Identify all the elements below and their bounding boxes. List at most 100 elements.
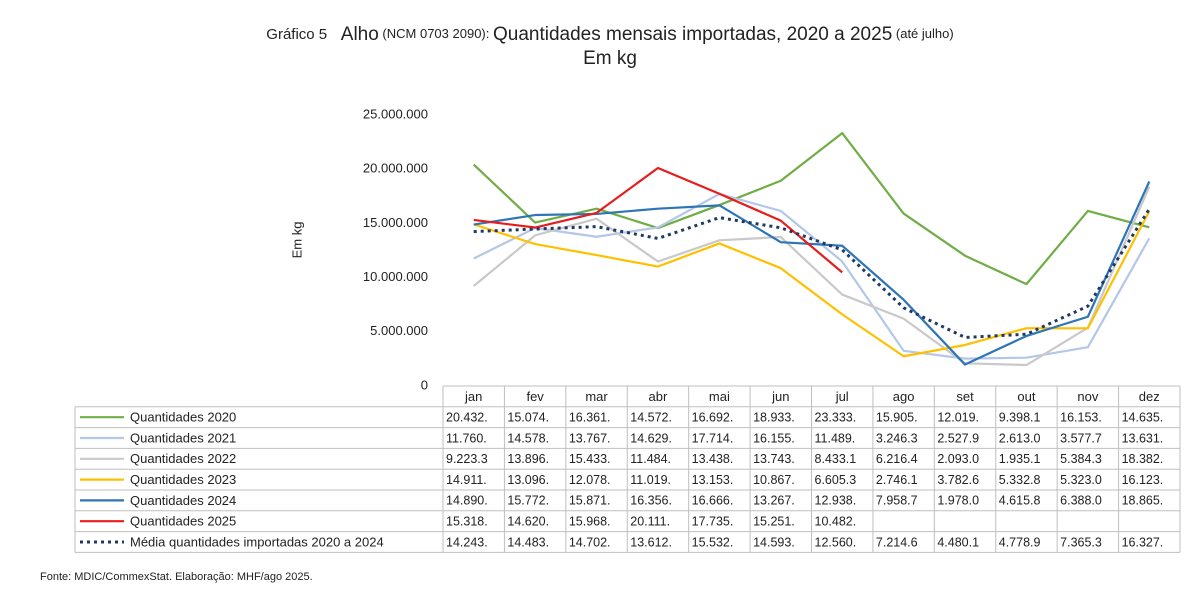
table-cell: 11.760.: [446, 431, 487, 445]
table-cell: 15.871.: [569, 494, 611, 508]
table-cell: 2.527.9: [937, 431, 979, 445]
table-cell: 10.482.: [815, 514, 857, 528]
table-cell: 3.246.3: [876, 431, 918, 445]
title-prefix: Gráfico 5: [266, 26, 327, 43]
series-line: [473, 166, 843, 274]
legend-label: Quantidades 2023: [130, 472, 236, 487]
table-cell: 7.958.7: [876, 494, 918, 508]
table-cell: 5.384.3: [1060, 452, 1102, 466]
table-cell: 20.111.: [630, 514, 670, 528]
series-line: [473, 208, 1151, 339]
legend-label: Quantidades 2022: [130, 451, 236, 466]
y-tick-label: 15.000.000: [363, 215, 428, 230]
table-cell: 13.096.: [507, 473, 549, 487]
table-cell: 14.572.: [630, 410, 672, 424]
y-axis-label: Em kg: [289, 222, 304, 259]
table-cell: 8.433.1: [815, 452, 857, 466]
table-cell: 3.577.7: [1060, 431, 1102, 445]
table-cell: 5.332.8: [999, 473, 1041, 487]
table-cell: 16.356.: [630, 494, 672, 508]
table-cell: 1.978.0: [937, 494, 979, 508]
table-cell: 16.692.: [692, 410, 734, 424]
table-cell: 13.267.: [753, 494, 795, 508]
table-cell: 1.935.1: [999, 452, 1041, 466]
table-cell: 13.612.: [630, 535, 672, 549]
table-cell: 18.865.: [1122, 494, 1164, 508]
chart-title: Gráfico 5 Alho (NCM 0703 2090): Quantida…: [266, 24, 953, 45]
table-cell: 12.078.: [569, 473, 611, 487]
legend-label: Quantidades 2024: [130, 493, 236, 508]
table-cell: 4.615.8: [999, 494, 1041, 508]
table-cell: 7.214.6: [876, 535, 918, 549]
table-cell: 12.019.: [937, 410, 979, 424]
table-cell: 13.438.: [692, 452, 734, 466]
table-cell: 14.593.: [753, 535, 795, 549]
table-cell: 15.772.: [507, 494, 549, 508]
table-cell: 6.216.4: [876, 452, 918, 466]
legend-label: Média quantidades importadas 2020 a 2024: [130, 534, 384, 549]
x-tick-label: fev: [526, 389, 544, 404]
table-cell: 9.398.1: [999, 410, 1041, 424]
y-tick-label: 20.000.000: [363, 161, 428, 176]
table-cell: 16.123.: [1122, 473, 1164, 487]
table-cell: 14.243.: [446, 535, 488, 549]
table-cell: 11.484.: [630, 452, 671, 466]
title-main: Quantidades mensais importadas, 2020 a 2…: [493, 24, 892, 45]
table-cell: 13.767.: [569, 431, 611, 445]
x-tick-label: mai: [709, 389, 730, 404]
table-cell: 15.433.: [569, 452, 611, 466]
table-cell: 16.327.: [1122, 535, 1164, 549]
table-cell: 16.153.: [1060, 410, 1102, 424]
legend-label: Quantidades 2025: [130, 514, 236, 529]
title-note: (até julho): [896, 26, 954, 41]
table-cell: 6.605.3: [815, 473, 857, 487]
table-cell: 14.890.: [446, 494, 488, 508]
table-cell: 7.365.3: [1060, 535, 1102, 549]
table-cell: 4.480.1: [937, 535, 979, 549]
table-cell: 17.735.: [692, 514, 734, 528]
table-cell: 14.635.: [1122, 410, 1164, 424]
y-tick-label: 5.000.000: [370, 323, 428, 338]
table-cell: 5.323.0: [1060, 473, 1102, 487]
x-tick-label: jun: [771, 389, 789, 404]
series-line: [473, 192, 1151, 360]
table-cell: 15.318.: [446, 514, 488, 528]
table-cell: 12.938.: [815, 494, 857, 508]
table-cell: 14.702.: [569, 535, 611, 549]
table-cell: 2.613.0: [999, 431, 1041, 445]
table-cell: 16.361.: [569, 410, 611, 424]
table-cell: 14.629.: [630, 431, 672, 445]
table-cell: 9.223.3: [446, 452, 488, 466]
table-cell: 14.620.: [507, 514, 549, 528]
table-cell: 14.911.: [446, 473, 487, 487]
chart-subtitle: Em kg: [583, 48, 637, 69]
legend-label: Quantidades 2021: [130, 430, 236, 445]
table-cell: 16.666.: [692, 494, 734, 508]
table-cell: 16.155.: [753, 431, 795, 445]
table-cell: 6.388.0: [1060, 494, 1102, 508]
y-tick-label: 0: [421, 377, 428, 392]
x-tick-label: jan: [464, 389, 482, 404]
table-cell: 11.019.: [630, 473, 671, 487]
x-tick-label: nov: [1077, 389, 1098, 404]
table-cell: 3.782.6: [937, 473, 979, 487]
table-cell: 15.905.: [876, 410, 918, 424]
legend-label: Quantidades 2020: [130, 410, 236, 425]
table-cell: 14.578.: [507, 431, 549, 445]
table-cell: 20.432.: [446, 410, 488, 424]
y-tick-label: 10.000.000: [363, 269, 428, 284]
table-cell: 15.074.: [507, 410, 549, 424]
table-cell: 15.968.: [569, 514, 611, 528]
table-cell: 2.746.1: [876, 473, 918, 487]
x-tick-label: jul: [835, 389, 849, 404]
table-cell: 13.896.: [507, 452, 549, 466]
series-line: [473, 181, 1151, 366]
title-product: Alho: [341, 24, 379, 45]
table-cell: 13.631.: [1122, 431, 1164, 445]
source: Fonte: MDIC/CommexStat. Elaboração: MHF/…: [40, 571, 313, 583]
table-cell: 13.743.: [753, 452, 795, 466]
table-cell: 13.153.: [692, 473, 734, 487]
table-cell: 15.532.: [692, 535, 734, 549]
